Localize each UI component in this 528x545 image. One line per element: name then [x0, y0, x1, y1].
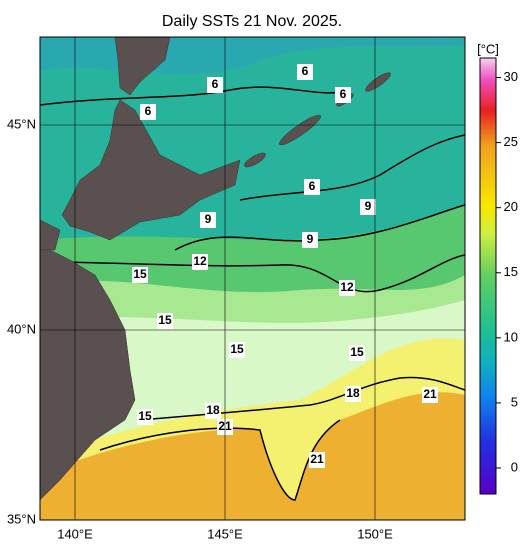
colorbar-tick-label: 15 [504, 264, 518, 279]
contour-label-bg [229, 342, 245, 358]
contour-label-bg [137, 409, 153, 425]
contour-label: 21 [423, 387, 437, 401]
contour-label-bg [349, 345, 365, 361]
lon-label: 150°E [357, 526, 393, 541]
colorbar-unit: [°C] [477, 41, 499, 56]
contour-label: 9 [307, 232, 314, 246]
colorbar-tick-label: 0 [511, 459, 518, 474]
colorbar-tick-label: 30 [504, 69, 518, 84]
contour-label-bg [200, 212, 216, 228]
contour-label: 21 [310, 452, 324, 466]
contour-label: 6 [340, 87, 347, 101]
contour-label-bg [422, 387, 438, 403]
contour-label: 9 [365, 199, 372, 213]
contour-label-bg [304, 179, 320, 195]
contour-label: 12 [340, 280, 354, 294]
contour-label-bg [297, 64, 313, 80]
contour-label: 18 [206, 403, 220, 417]
sea-orange [40, 392, 465, 520]
lon-label: 145°E [207, 526, 243, 541]
contour-label-bg [335, 87, 351, 103]
contour-label-bg [339, 280, 355, 296]
contour-label: 12 [193, 254, 207, 268]
lat-label: 35°N [7, 511, 36, 526]
colorbar-tick-label: 20 [504, 199, 518, 214]
contour-label-bg [309, 452, 325, 468]
colorbar-tick-label: 5 [511, 394, 518, 409]
contour-label: 15 [350, 345, 364, 359]
colorbar-tick-label: 25 [504, 134, 518, 149]
lat-label: 40°N [7, 321, 36, 336]
contour-label: 15 [138, 409, 152, 423]
contour-label: 15 [158, 313, 172, 327]
contour-label-bg [360, 199, 376, 215]
contour-label-bg [132, 267, 148, 283]
contour-label: 6 [145, 104, 152, 118]
contour-label-bg [205, 403, 221, 419]
contour-label-bg [157, 313, 173, 329]
contour-label-bg [345, 386, 361, 402]
contour-label: 6 [212, 77, 219, 91]
contour-label: 9 [205, 212, 212, 226]
contour-label: 15 [230, 342, 244, 356]
contour-label: 6 [309, 179, 316, 193]
contour-label-bg [140, 104, 156, 120]
colorbar-tick-label: 10 [504, 329, 518, 344]
lon-label: 140°E [57, 526, 93, 541]
title: Daily SSTs 21 Nov. 2025. [162, 13, 342, 30]
contour-label-bg [192, 254, 208, 270]
contour-label: 18 [346, 386, 360, 400]
colorbar [479, 57, 497, 495]
contour-label: 6 [302, 64, 309, 78]
contour-label: 15 [133, 267, 147, 281]
contour-label-bg [207, 77, 223, 93]
contour-label-bg [302, 232, 318, 248]
land [40, 37, 391, 501]
lat-label: 45°N [7, 116, 36, 131]
